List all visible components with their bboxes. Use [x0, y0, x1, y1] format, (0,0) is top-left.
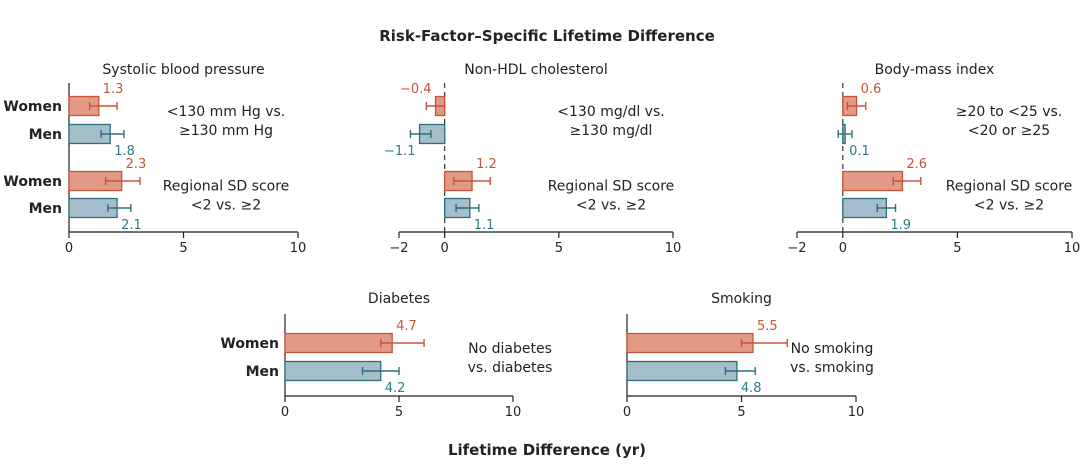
- panel-2: Non-HDL cholesterol −2 0 5 10 −0.4 −1.1 <130 mg…: [384, 62, 681, 256]
- comparison-note: ≥20 to <25 vs.: [956, 104, 1063, 120]
- comparison-note: vs. diabetes: [468, 360, 553, 376]
- comparison-note: ≥130 mg/dl: [570, 123, 653, 139]
- x-tick-label: 0: [623, 405, 631, 420]
- row-label-men: Men: [29, 201, 62, 217]
- x-tick-label: 10: [665, 241, 682, 256]
- panel-title: Diabetes: [368, 291, 430, 307]
- panel-title: Smoking: [711, 291, 772, 307]
- data-label-women: −0.4: [400, 82, 432, 97]
- data-label-men: 1.8: [114, 144, 135, 159]
- panel-title: Systolic blood pressure: [102, 62, 264, 78]
- data-label-men: 1.9: [890, 218, 911, 233]
- row-label-women: Women: [3, 174, 62, 190]
- x-tick-label: 5: [737, 405, 745, 420]
- x-tick-label: 10: [505, 405, 522, 420]
- data-label-men: 4.2: [385, 381, 406, 396]
- data-label-women: 1.3: [103, 82, 124, 97]
- comparison-note: <2 vs. ≥2: [191, 198, 261, 214]
- chart-panels: Systolic blood pressure 0 5 10 1.3 Women 1.8 Me…: [3, 62, 1080, 420]
- data-label-men: 0.1: [849, 144, 870, 159]
- row-label-men: Men: [29, 127, 62, 143]
- comparison-note: No diabetes: [468, 341, 552, 357]
- data-label-women: 5.5: [757, 319, 778, 334]
- x-tick-label: 10: [1064, 241, 1080, 256]
- x-tick-label: −2: [389, 241, 408, 256]
- panel-5: Smoking 0 5 10 5.5 4.8 No smoking vs. smoking: [623, 291, 874, 420]
- data-label-men: 4.8: [741, 381, 762, 396]
- data-label-women: 2.6: [906, 157, 927, 172]
- data-label-men: 1.1: [474, 218, 495, 233]
- bar-women: [626, 332, 754, 354]
- panel-4: Diabetes 0 5 10 4.7 Women 4.2 Men No diabetes vs.…: [220, 291, 552, 420]
- comparison-note: <130 mm Hg vs.: [167, 104, 286, 120]
- x-tick-label: 5: [179, 241, 187, 256]
- comparison-note: <2 vs. ≥2: [974, 198, 1044, 214]
- chart-title: Risk-Factor–Specific Lifetime Difference: [379, 27, 715, 45]
- panel-1: Systolic blood pressure 0 5 10 1.3 Women 1.8 Me…: [3, 62, 306, 256]
- comparison-note: vs. smoking: [790, 360, 874, 376]
- comparison-note: Regional SD score: [946, 179, 1073, 195]
- data-label-men: 2.1: [121, 218, 142, 233]
- comparison-note: <130 mg/dl vs.: [557, 104, 664, 120]
- x-tick-label: 0: [839, 241, 847, 256]
- panel-title: Non-HDL cholesterol: [464, 62, 607, 78]
- comparison-note: <2 vs. ≥2: [576, 198, 646, 214]
- bar-women: [284, 332, 393, 354]
- panel-title: Body-mass index: [875, 62, 995, 78]
- x-tick-label: 0: [441, 241, 449, 256]
- x-tick-label: 5: [953, 241, 961, 256]
- data-label-women: 1.2: [476, 157, 497, 172]
- data-label-men: −1.1: [384, 144, 416, 159]
- comparison-note: Regional SD score: [163, 179, 290, 195]
- x-tick-label: 10: [290, 241, 307, 256]
- x-tick-label: 5: [395, 405, 403, 420]
- x-tick-label: 10: [848, 405, 865, 420]
- x-tick-label: −2: [787, 241, 806, 256]
- row-label-women: Women: [3, 99, 62, 115]
- comparison-note: <20 or ≥25: [968, 123, 1050, 139]
- comparison-note: No smoking: [791, 341, 874, 357]
- data-label-women: 2.3: [126, 157, 147, 172]
- comparison-note: Regional SD score: [548, 179, 675, 195]
- x-tick-label: 5: [555, 241, 563, 256]
- x-tick-label: 0: [65, 241, 73, 256]
- row-label-men: Men: [246, 364, 279, 380]
- data-label-women: 0.6: [861, 82, 882, 97]
- panel-3: Body-mass index −2 0 5 10 0.6 0.1 ≥20 to <25 vs…: [787, 62, 1080, 256]
- bar-men: [626, 360, 738, 382]
- x-tick-label: 0: [281, 405, 289, 420]
- data-label-women: 4.7: [396, 319, 417, 334]
- row-label-women: Women: [220, 336, 279, 352]
- x-axis-label: Lifetime Difference (yr): [448, 441, 646, 459]
- comparison-note: ≥130 mm Hg: [179, 123, 273, 139]
